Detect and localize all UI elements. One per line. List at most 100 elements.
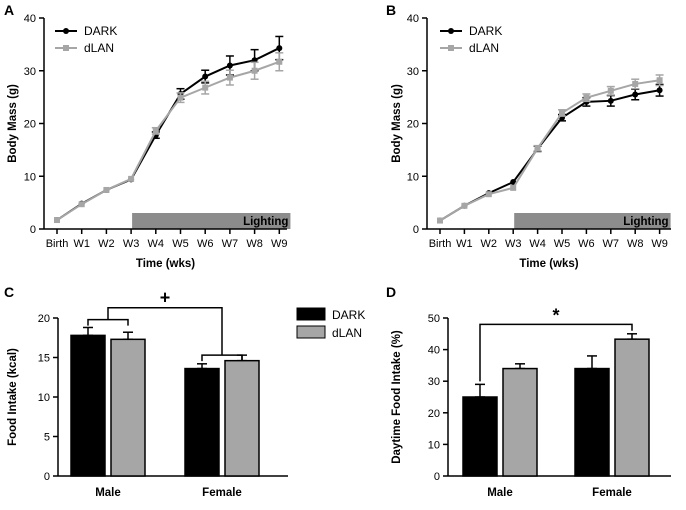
y-tick-label: 40 [428,345,440,357]
bar-female-dark [574,367,610,477]
data-point [78,201,85,208]
y-tick-label: 0 [30,224,36,236]
significance-bracket-main [107,306,223,356]
data-point [559,109,565,116]
data-point [251,67,258,74]
y-tick-label: 0 [434,471,440,483]
legend-label: DARK [469,24,502,38]
data-point [152,127,159,134]
series-dlan [54,52,284,224]
data-point [656,77,663,84]
x-tick-label: W1 [456,238,473,250]
y-tick-label: 10 [38,392,50,404]
data-point [607,87,614,94]
y-tick-label: 10 [24,171,36,183]
x-tick-label: W6 [578,238,595,250]
legend-swatch-marker [448,28,454,34]
series-dlan [437,74,664,224]
significance-mark: + [160,288,171,308]
series-line [439,79,660,222]
data-point [632,80,639,87]
x-tick-label: Birth [46,238,69,250]
x-category-label: Male [487,487,513,499]
data-point [583,94,590,101]
legend-swatch [296,325,326,339]
y-tick-label: 10 [407,171,419,183]
data-point [128,175,135,182]
significance-bracket-male [87,318,129,326]
lighting-bar [514,213,671,229]
panel-b-line-chart: B Lighting 0 10 20 30 40 Birth W1 W2 W3 W4 W5 W6 W7 W8 W… [386,2,671,270]
x-tick-label: W4 [529,238,546,250]
x-tick-label: W5 [554,238,571,250]
legend-swatch [296,307,326,321]
y-tick-label: 0 [44,471,50,483]
x-category-label: Female [592,487,632,499]
y-tick-label: 40 [24,13,36,25]
y-axis-title: Daytime Food Intake (%) [391,330,403,464]
y-tick-label: 10 [428,439,440,451]
bar-male-dark [70,334,106,477]
x-tick-label: W7 [222,238,239,250]
y-tick-label: 30 [428,376,440,388]
x-tick-label: W4 [148,238,165,250]
bar-female-dlan [614,338,650,477]
data-point [510,184,517,191]
data-point [202,73,209,80]
legend-label: DARK [84,24,117,38]
bar-female-dlan [224,359,260,477]
y-tick-label: 30 [24,66,36,78]
data-point [461,202,468,209]
y-tick-label: 20 [428,408,440,420]
data-point [437,217,443,224]
y-tick-label: 20 [38,313,50,325]
x-tick-label: W3 [123,238,140,250]
y-tick-label: 20 [24,119,36,131]
x-tick-label: W8 [246,238,263,250]
bar-male-dark [462,396,498,477]
data-point [656,87,663,94]
lighting-bar [132,213,291,229]
x-category-label: Female [202,487,242,499]
y-tick-label: 5 [44,432,50,444]
data-point [54,217,60,224]
x-tick-label: W9 [271,238,288,250]
bar-male-dlan [110,338,146,477]
y-axis-title: Body Mass (g) [7,84,19,163]
y-tick-label: 15 [38,353,50,365]
series-dark [54,35,284,224]
x-tick-label: W2 [481,238,498,250]
legend-swatch-marker [63,28,69,34]
legend-label: dLAN [84,41,114,55]
significance-bracket [479,323,633,382]
panel-letter: A [4,2,14,18]
y-tick-label: 40 [407,13,419,25]
legend-label: dLAN [469,41,499,55]
legend-swatch-marker [63,45,69,51]
bar-female-dark [184,367,220,477]
y-axis-title: Food Intake (kcal) [7,348,19,446]
lighting-label: Lighting [623,216,668,228]
panel-a-line-chart: A Lighting 0 10 20 30 40 Birth W1 W2 W3 W4 W5 W6 W7 W8 W… [4,2,291,270]
x-tick-label: W1 [73,238,90,250]
x-axis-title: Time (wks) [519,258,578,270]
data-point [202,84,209,91]
x-tick-label: W5 [172,238,189,250]
x-tick-label: W9 [651,238,668,250]
x-category-label: Male [95,487,121,499]
x-tick-label: W2 [98,238,115,250]
data-point [276,58,283,65]
x-tick-label: W3 [505,238,522,250]
panel-letter: D [386,284,396,300]
series-line [56,60,280,221]
x-tick-label: W7 [603,238,620,250]
panel-d-bar-chart: D 0 10 20 30 40 50 Male Female * Daytime Food Inta… [386,284,671,499]
lighting-label: Lighting [243,216,288,228]
bar-male-dlan [502,367,538,477]
y-tick-label: 50 [428,313,440,325]
y-axis-title: Body Mass (g) [391,84,403,163]
panel-letter: B [386,2,396,18]
data-point [534,145,541,152]
legend-label: DARK [332,308,365,322]
y-tick-label: 20 [407,119,419,131]
